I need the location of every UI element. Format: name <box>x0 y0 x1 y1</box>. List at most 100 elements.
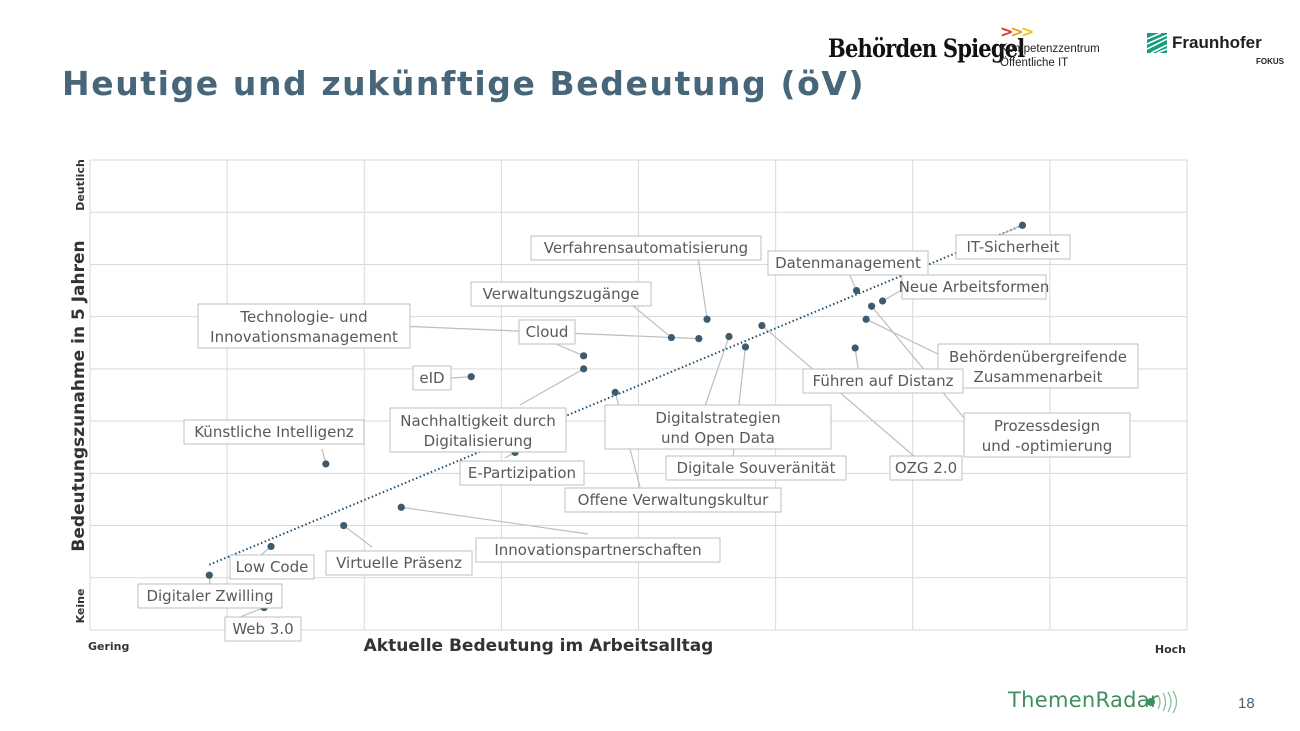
data-label: Low Code <box>229 554 315 580</box>
leader-line <box>401 506 589 535</box>
data-label: E-Partizipation <box>459 460 585 486</box>
data-label-text: OZG 2.0 <box>895 459 957 477</box>
fraunhofer-mark-icon <box>1147 33 1167 53</box>
data-label-box <box>564 487 782 513</box>
data-label: Web 3.0 <box>224 616 302 642</box>
data-label-text: Web 3.0 <box>232 620 293 638</box>
radar-signal-icon <box>1147 690 1178 714</box>
data-label: eID <box>412 365 452 391</box>
data-label-box <box>183 419 365 445</box>
data-point <box>851 344 859 352</box>
data-label-box <box>955 234 1071 260</box>
data-point <box>852 286 861 295</box>
data-point <box>1018 221 1027 229</box>
x-axis-high-label: Hoch <box>1155 643 1186 656</box>
kompetenzzentrum-name: Kompetenzzentrum Öffentliche IT <box>1000 42 1130 70</box>
y-axis-low-label: Keine <box>74 589 87 624</box>
fraunhofer-sub: FOKUS <box>1256 57 1284 66</box>
data-label-text: Offene Verwaltungskultur <box>578 491 770 509</box>
data-point <box>703 315 711 323</box>
data-label: OZG 2.0 <box>889 455 963 481</box>
data-label: Digitale Souveränität <box>665 455 847 481</box>
data-point <box>322 460 330 468</box>
leader-line <box>239 606 265 618</box>
data-label-text: Behördenübergreifende Zusammenarbeit <box>949 348 1127 386</box>
data-label: Innovationspartnerschaften <box>475 537 721 563</box>
data-label-text: E-Partizipation <box>468 464 576 482</box>
data-point <box>340 521 348 530</box>
data-point <box>725 332 733 341</box>
data-label-box <box>937 343 1139 389</box>
data-label-text: Virtuelle Präsenz <box>336 554 462 572</box>
data-point <box>467 373 475 381</box>
data-label: Verwaltungszugänge <box>470 281 652 307</box>
data-point <box>580 352 588 360</box>
data-label-text: Technologie- und Innovationsmanagement <box>210 308 398 346</box>
data-point <box>695 335 703 343</box>
data-points <box>205 221 1027 612</box>
data-label-text: Künstliche Intelligenz <box>194 423 354 441</box>
data-label-text: Neue Arbeitsformen <box>899 278 1050 296</box>
fraunhofer-name: Fraunhofer <box>1172 33 1262 52</box>
data-label: Prozessdesign und -optimierung <box>963 412 1131 458</box>
data-label: Neue Arbeitsformen <box>899 274 1050 300</box>
leader-line <box>631 304 672 339</box>
axis-labels: Aktuelle Bedeutung im Arbeitsalltag Gerin… <box>69 159 1186 656</box>
y-axis-high-label: Deutlich <box>74 159 87 211</box>
data-label: Offene Verwaltungskultur <box>564 487 782 513</box>
data-label-text: Verwaltungszugänge <box>483 285 640 303</box>
leader-line <box>999 224 1023 236</box>
data-label: Behördenübergreifende Zusammenarbeit <box>937 343 1139 389</box>
data-label-box <box>475 537 721 563</box>
data-label-text: IT-Sicherheit <box>967 238 1060 256</box>
data-point <box>862 315 870 323</box>
data-label-text: Prozessdesign und -optimierung <box>982 417 1112 455</box>
data-label-box <box>963 412 1131 458</box>
page-number: 18 <box>1238 695 1255 712</box>
data-label-text: Führen auf Distanz <box>813 372 954 390</box>
kompetenzzentrum-line1: Kompetenzzentrum <box>1000 43 1100 55</box>
x-axis-low-label: Gering <box>88 640 129 653</box>
data-point <box>205 571 213 579</box>
x-axis-label: Aktuelle Bedeutung im Arbeitsalltag <box>364 636 714 656</box>
data-label-box <box>197 303 411 349</box>
data-label-text: Nachhaltigkeit durch Digitalisierung <box>400 412 555 450</box>
data-label-text: Digitaler Zwilling <box>146 587 273 605</box>
data-label-box <box>412 365 452 391</box>
data-label-box <box>137 583 283 609</box>
data-label-box <box>325 550 473 576</box>
data-label-text: Low Code <box>236 558 309 576</box>
data-point <box>580 365 588 373</box>
kompetenzzentrum-arrows-icon: >>> <box>1000 22 1034 41</box>
data-point <box>741 343 750 351</box>
data-point <box>611 388 619 396</box>
leader-line <box>519 368 584 406</box>
data-label-text: Innovationspartnerschaften <box>494 541 701 559</box>
data-label-box <box>459 460 585 486</box>
data-label-text: Digitale Souveränität <box>677 459 836 477</box>
leader-line <box>865 318 941 356</box>
data-label: Digitalstrategien und Open Data <box>604 404 832 450</box>
data-point <box>667 333 676 342</box>
data-point <box>397 503 405 511</box>
leader-line <box>343 525 373 548</box>
data-label-text: Verfahrensautomatisierung <box>544 239 748 257</box>
data-label-box <box>665 455 847 481</box>
data-label: Künstliche Intelligenz <box>183 419 365 445</box>
data-label-box <box>224 616 302 642</box>
data-point <box>758 321 766 330</box>
data-labels: IT-Sicherheit Verfahrensautomatisierung Da… <box>137 234 1139 642</box>
data-label: Digitaler Zwilling <box>137 583 283 609</box>
y-axis-label: Bedeutungszunahme in 5 Jahren <box>69 240 89 551</box>
leader-line <box>555 343 584 357</box>
data-label: IT-Sicherheit <box>955 234 1071 260</box>
kompetenzzentrum-line2: Öffentliche IT <box>1000 57 1069 69</box>
data-label-box <box>530 235 762 261</box>
data-label: Cloud <box>518 319 576 345</box>
data-label-text: eID <box>419 369 444 387</box>
data-label: Virtuelle Präsenz <box>325 550 473 576</box>
behoerden-spiegel-logo: Behörden Spiegel <box>828 33 1025 63</box>
data-label-box <box>470 281 652 307</box>
data-label-text: Datenmanagement <box>775 254 921 272</box>
